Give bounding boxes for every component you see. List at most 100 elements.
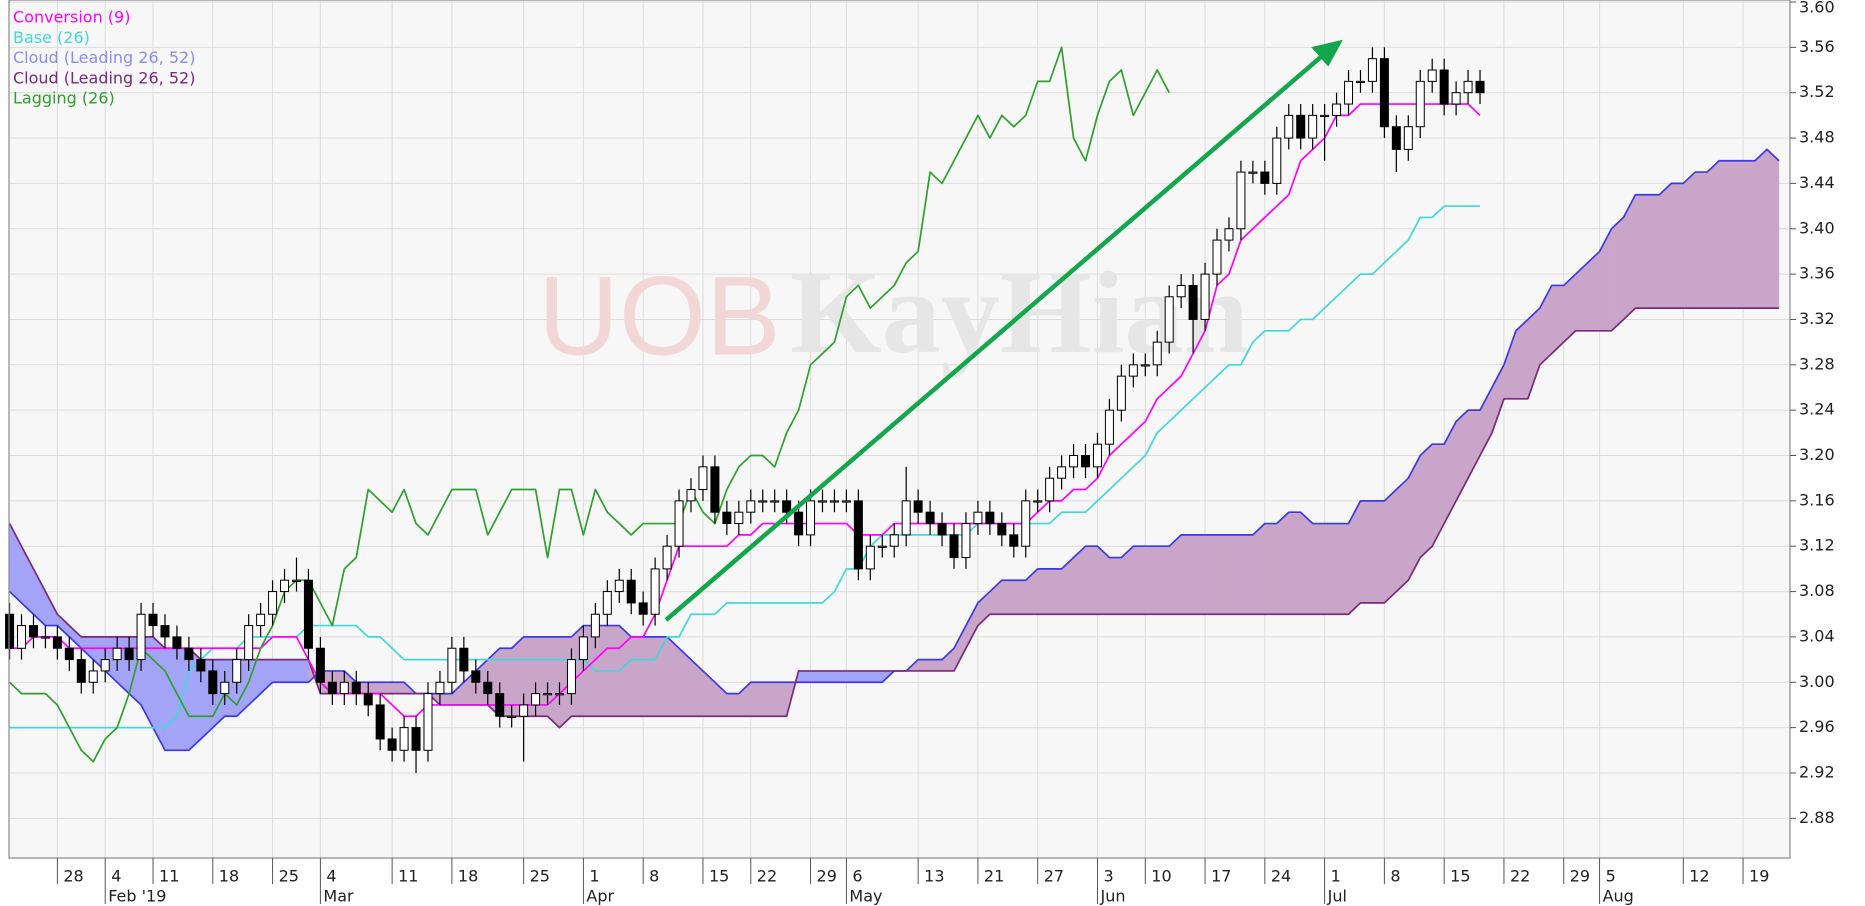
y-tick-label: 3.12 xyxy=(1799,536,1835,555)
x-tick-label: 6 xyxy=(852,867,862,886)
y-tick-label: 3.28 xyxy=(1799,354,1835,373)
candle-body xyxy=(1415,80,1425,128)
candle-body xyxy=(1439,69,1449,105)
x-tick-label: 19 xyxy=(1749,867,1769,886)
candle-body xyxy=(997,523,1007,536)
cloud-fill xyxy=(1611,216,1624,332)
candle-body xyxy=(220,681,230,695)
candle-body xyxy=(495,693,505,717)
y-tick-label: 3.48 xyxy=(1799,128,1835,147)
cloud-fill xyxy=(858,670,871,683)
y-tick-label: 3.60 xyxy=(1799,0,1835,17)
candle-body xyxy=(471,670,481,683)
x-tick-label: 5 xyxy=(1606,867,1616,886)
cloud-fill xyxy=(1706,160,1720,309)
cloud-fill xyxy=(367,681,381,694)
candle-body xyxy=(1069,455,1079,468)
series-line xyxy=(9,205,1481,729)
candle-body xyxy=(172,636,182,649)
x-tick-label: 15 xyxy=(1450,867,1470,886)
candle-body xyxy=(961,523,971,559)
legend-entry: Conversion (9) xyxy=(13,8,130,27)
cloud-fill xyxy=(1384,488,1397,604)
cloud-fill xyxy=(1336,523,1349,615)
x-tick-label: 25 xyxy=(530,867,550,886)
candle-body xyxy=(1403,126,1413,150)
candle-body xyxy=(1128,364,1138,377)
cloud-fill xyxy=(1180,534,1194,615)
cloud-fill xyxy=(1647,194,1660,309)
candle-body xyxy=(1344,80,1354,105)
cloud-fill xyxy=(164,647,178,751)
candle-body xyxy=(17,625,27,649)
candle-body xyxy=(1260,171,1270,184)
x-tick-label: 4 xyxy=(111,867,121,886)
cloud-fill xyxy=(917,659,931,672)
cloud-fill xyxy=(1252,522,1266,615)
cloud-fill xyxy=(1694,171,1708,309)
cloud-fill xyxy=(798,670,811,683)
x-tick-label: 24 xyxy=(1271,867,1291,886)
y-tick-label: 2.92 xyxy=(1799,762,1835,781)
series-line xyxy=(9,103,1481,718)
cloud-fill xyxy=(1216,534,1230,615)
watermark: UOB KayHian xyxy=(538,247,1249,379)
y-tick-label: 3.20 xyxy=(1799,445,1835,464)
trend-arrow xyxy=(664,39,1343,622)
y-tick-label: 3.56 xyxy=(1799,37,1835,56)
cloud-fill xyxy=(1049,568,1062,615)
candle-body xyxy=(52,636,62,649)
cloud-fill xyxy=(1288,511,1302,615)
cloud-fill xyxy=(1396,477,1409,593)
cloud-fill xyxy=(1133,545,1146,615)
month-label: Feb '19 xyxy=(108,887,166,906)
legend-entry: Cloud (Leading 26, 52) xyxy=(13,48,195,67)
candle-body xyxy=(722,511,732,525)
arrow-shaft xyxy=(664,54,1324,622)
candle-body xyxy=(841,500,851,503)
candle-body xyxy=(1248,171,1258,174)
candle-body xyxy=(208,670,218,695)
y-tick-label: 3.08 xyxy=(1799,581,1835,600)
lines xyxy=(8,46,1780,763)
candle-body xyxy=(985,511,995,525)
cloud-fill xyxy=(1144,545,1158,615)
candle-body xyxy=(1332,103,1342,116)
candle-body xyxy=(1379,58,1389,128)
candle-body xyxy=(375,704,385,740)
candle-body xyxy=(758,500,768,503)
y-tick-label: 3.00 xyxy=(1799,672,1835,691)
candle-body xyxy=(1176,284,1186,298)
candle-body xyxy=(1355,80,1365,84)
cloud-fill xyxy=(630,636,644,717)
candle-body xyxy=(411,727,421,751)
watermark-text: KayHian xyxy=(790,247,1249,378)
candle-body xyxy=(590,613,600,638)
cloud-fill xyxy=(296,659,309,683)
candle-body xyxy=(1296,114,1306,139)
candle-body xyxy=(148,613,158,627)
candle-body xyxy=(1188,284,1198,320)
candle-body xyxy=(483,681,493,695)
candle-body xyxy=(1116,375,1126,411)
candle-body xyxy=(973,511,983,525)
candle-body xyxy=(925,511,935,525)
candle-body xyxy=(662,545,672,570)
axes: 2.88 2.92 2.96 3.00 3.04 3.08 3.12 3.16 3.20 3.24… xyxy=(56,0,1835,906)
candle-body xyxy=(28,625,38,638)
watermark-text: UOB xyxy=(538,254,781,379)
cloud-fill xyxy=(810,670,823,683)
cloud-fill xyxy=(1264,523,1278,615)
legend-entry: Lagging (26) xyxy=(13,89,115,108)
candle-body xyxy=(447,647,457,683)
month-label: Jun xyxy=(1099,887,1125,906)
candle-body xyxy=(829,500,839,503)
x-tick-label: 29 xyxy=(1570,867,1590,886)
cloud-fill xyxy=(1671,183,1684,309)
candles xyxy=(5,47,1485,773)
y-tick-label: 3.52 xyxy=(1799,82,1835,101)
candle-body xyxy=(64,647,74,661)
cloud-fill xyxy=(1300,511,1313,615)
candle-body xyxy=(1236,171,1246,230)
